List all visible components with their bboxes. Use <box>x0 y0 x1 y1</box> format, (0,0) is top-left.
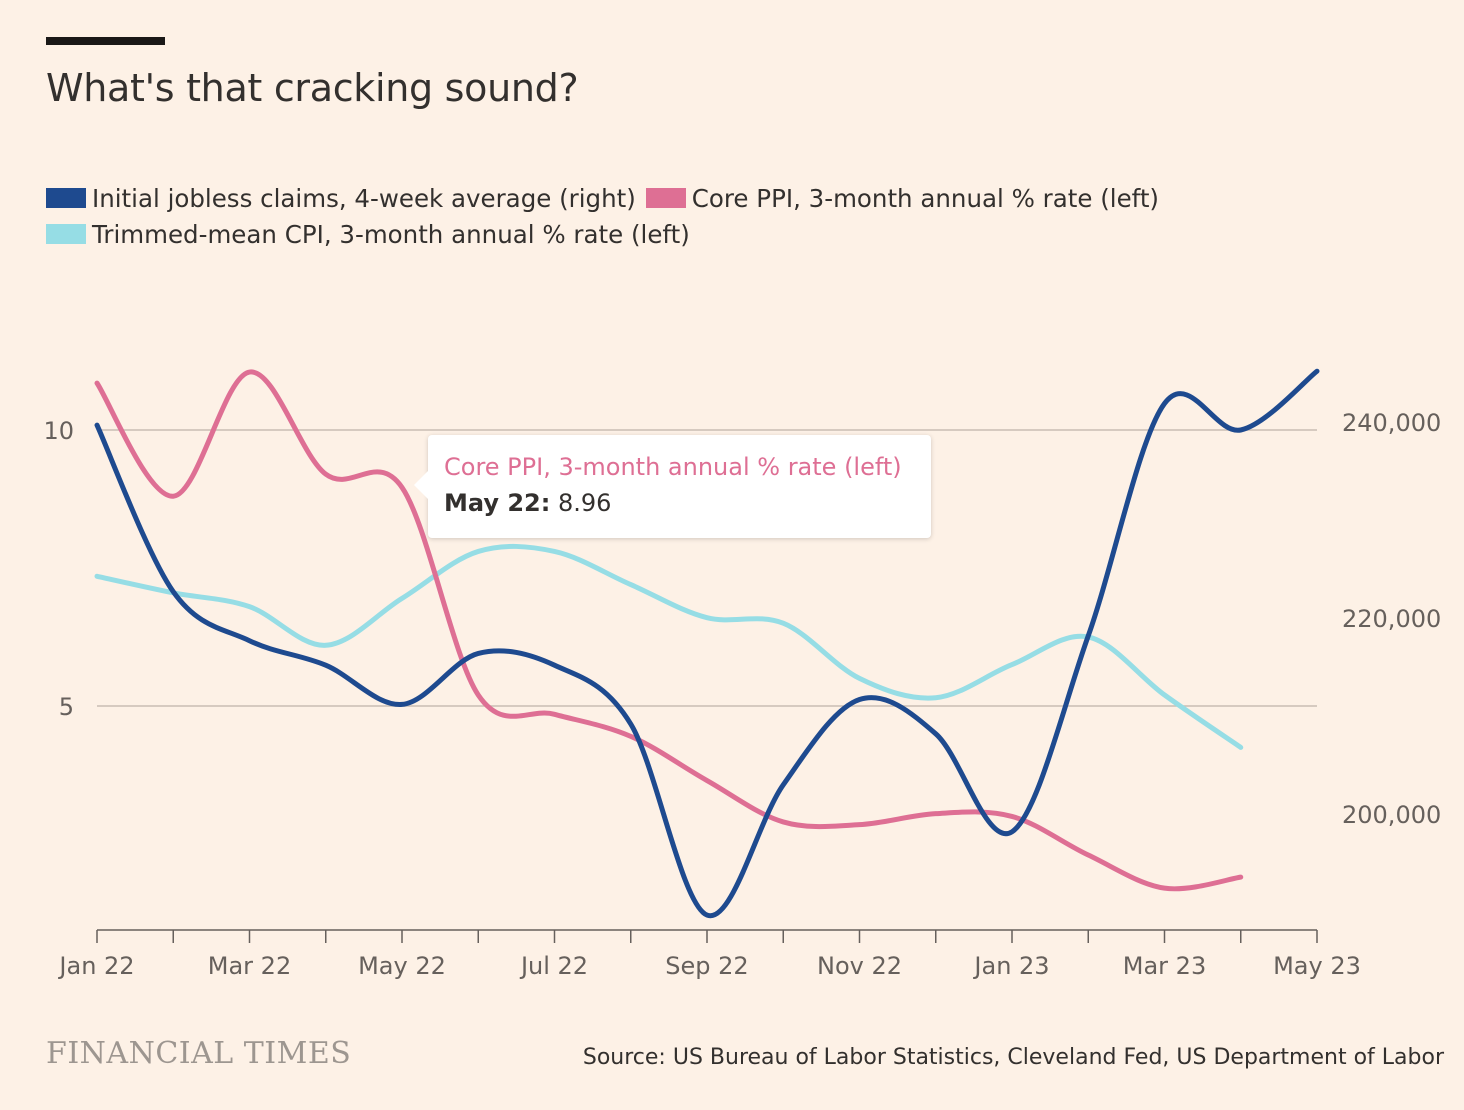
legend-swatch-jobless-claims <box>46 188 86 208</box>
source-note: Source: US Bureau of Labor Statistics, C… <box>582 1045 1444 1070</box>
y-right-tick-label: 220,000 <box>1342 605 1441 633</box>
x-tick-label: Mar 23 <box>1123 952 1206 980</box>
y-right-tick-label: 200,000 <box>1342 801 1441 829</box>
legend-item-core-ppi[interactable]: Core PPI, 3-month annual % rate (left) <box>645 183 1159 213</box>
legend: Initial jobless claims, 4-week average (… <box>46 180 1426 252</box>
x-tick-label: Nov 22 <box>817 952 902 980</box>
x-tick-label: Jul 22 <box>519 952 588 980</box>
x-tick-label: May 22 <box>358 952 446 980</box>
x-tick-label: Jan 23 <box>972 952 1049 980</box>
axes: 5 10 200,000 220,000 240,000 Jan 22 Mar 22 May … <box>43 409 1441 980</box>
data-tooltip: Core PPI, 3-month annual % rate (left) M… <box>414 435 931 538</box>
ft-logo: FINANCIAL TIMES <box>46 1036 352 1071</box>
x-tick-label: Jan 22 <box>57 952 134 980</box>
legend-swatch-trimmed-cpi <box>46 224 86 244</box>
chart-title: What's that cracking sound? <box>46 66 579 110</box>
legend-label-core-ppi: Core PPI, 3-month annual % rate (left) <box>691 183 1159 213</box>
series-line-jobless-claims <box>94 368 1320 919</box>
tooltip-value-line: May 22: 8.96 <box>444 489 915 517</box>
y-left-tick-label: 5 <box>59 693 74 721</box>
tooltip-value: 8.96 <box>557 489 612 517</box>
y-left-tick-label: 10 <box>43 417 74 445</box>
legend-label-trimmed-cpi: Trimmed-mean CPI, 3-month annual % rate … <box>92 219 690 249</box>
legend-item-jobless-claims[interactable]: Initial jobless claims, 4-week average (… <box>46 184 636 213</box>
tooltip-series-name: Core PPI, 3-month annual % rate (left) <box>444 453 902 481</box>
gridlines <box>97 429 1317 707</box>
series-lines <box>94 368 1320 919</box>
legend-item-trimmed-cpi[interactable]: Trimmed-mean CPI, 3-month annual % rate … <box>46 220 690 249</box>
legend-swatch-core-ppi <box>645 188 686 208</box>
x-tick-label: Mar 22 <box>208 952 291 980</box>
y-right-tick-label: 240,000 <box>1342 409 1441 437</box>
legend-label-jobless-claims: Initial jobless claims, 4-week average (… <box>92 183 636 213</box>
title-accent-bar <box>46 37 165 45</box>
x-tick-label: Sep 22 <box>665 952 748 980</box>
series-line-trimmed-cpi <box>94 543 1244 750</box>
x-tick-label: May 23 <box>1273 952 1361 980</box>
tooltip-date: May 22: <box>444 489 551 517</box>
